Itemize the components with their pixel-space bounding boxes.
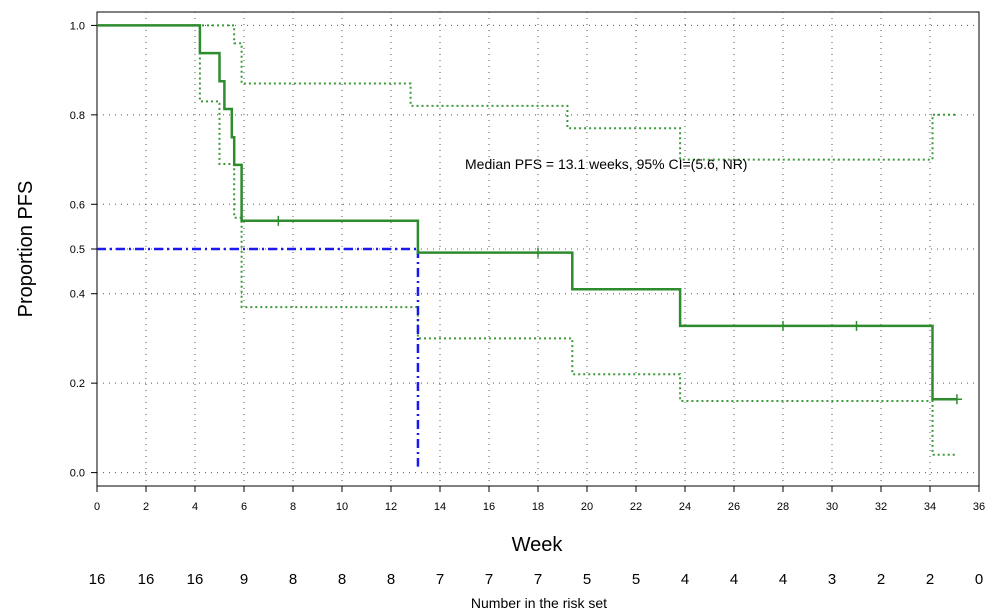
- censor-mark-1: [533, 247, 543, 258]
- risk-count-26: 4: [730, 571, 738, 588]
- y-tick-label-0.5: 0.5: [70, 244, 85, 256]
- x-tick-label-36: 36: [973, 501, 985, 513]
- x-tick-label-2: 2: [143, 501, 149, 513]
- x-tick-label-26: 26: [728, 501, 740, 513]
- x-tick-label-32: 32: [875, 501, 887, 513]
- x-tick-label-6: 6: [241, 501, 247, 513]
- x-tick-label-18: 18: [532, 501, 544, 513]
- censor-marks: [273, 215, 962, 405]
- risk-count-4: 16: [187, 571, 204, 588]
- risk-set-row: 16 16 16 9 8 8 8 7 7 7 5 5 4 4 4 3 2 2 0: [89, 571, 984, 588]
- risk-count-30: 3: [828, 571, 836, 588]
- censor-mark-4: [951, 394, 962, 405]
- x-tick-label-10: 10: [336, 501, 348, 513]
- risk-count-36: 0: [975, 571, 983, 588]
- risk-count-6: 9: [240, 571, 248, 588]
- y-axis-title: Proportion PFS: [15, 181, 37, 318]
- risk-count-0: 16: [89, 571, 106, 588]
- risk-count-10: 8: [338, 571, 346, 588]
- y-tick-label-1: 1.0: [70, 20, 85, 32]
- risk-count-24: 4: [681, 571, 689, 588]
- ci-bound-line-1: [97, 24, 957, 161]
- survival-curve: [97, 24, 957, 401]
- risk-count-22: 5: [632, 571, 640, 588]
- survival-step-line: [97, 24, 957, 401]
- risk-count-16: 7: [485, 571, 493, 588]
- x-tick-label-12: 12: [385, 501, 397, 513]
- x-tick-label-34: 34: [924, 501, 936, 513]
- x-tick-label-24: 24: [679, 501, 691, 513]
- risk-count-14: 7: [436, 571, 444, 588]
- x-axis-title: Week: [512, 534, 564, 556]
- risk-count-2: 16: [138, 571, 155, 588]
- x-tick-label-22: 22: [630, 501, 642, 513]
- risk-set-title: Number in the risk set: [471, 595, 607, 611]
- y-tick-label-0.4: 0.4: [70, 289, 85, 301]
- risk-count-12: 8: [387, 571, 395, 588]
- median-guide-lines: [97, 247, 420, 467]
- x-tick-label-0: 0: [94, 501, 100, 513]
- x-tick-label-4: 4: [192, 501, 198, 513]
- censor-mark-0: [273, 215, 284, 226]
- x-tick-label-16: 16: [483, 501, 495, 513]
- y-tick-label-0.6: 0.6: [70, 199, 85, 211]
- censor-mark-2: [778, 320, 788, 331]
- x-tick-label-20: 20: [581, 501, 593, 513]
- median-annotation: Median PFS = 13.1 weeks, 95% CI=(5.6, NR…: [465, 156, 747, 172]
- x-tick-label-30: 30: [826, 501, 838, 513]
- x-tick-label-28: 28: [777, 501, 789, 513]
- ci-bound-line-2: [97, 24, 957, 456]
- x-axis-ticks: 0 2 4 6 8 10 12 14 16 18 20 22 24 26 28 30 32 34 36: [94, 486, 985, 513]
- risk-count-32: 2: [877, 571, 885, 588]
- risk-count-34: 2: [926, 571, 934, 588]
- risk-count-18: 7: [534, 571, 542, 588]
- risk-count-20: 5: [583, 571, 591, 588]
- confidence-interval-lines: [97, 24, 957, 456]
- y-tick-label-0.2: 0.2: [70, 378, 85, 390]
- x-tick-label-14: 14: [434, 501, 446, 513]
- y-tick-label-0.8: 0.8: [70, 110, 85, 122]
- x-tick-label-8: 8: [290, 501, 296, 513]
- risk-count-8: 8: [289, 571, 297, 588]
- censor-mark-3: [851, 320, 862, 331]
- y-axis-ticks: 0.0 0.2 0.4 0.5 0.6 0.8 1.0: [70, 20, 97, 480]
- y-tick-label-0: 0.0: [70, 468, 85, 480]
- risk-count-28: 4: [779, 571, 787, 588]
